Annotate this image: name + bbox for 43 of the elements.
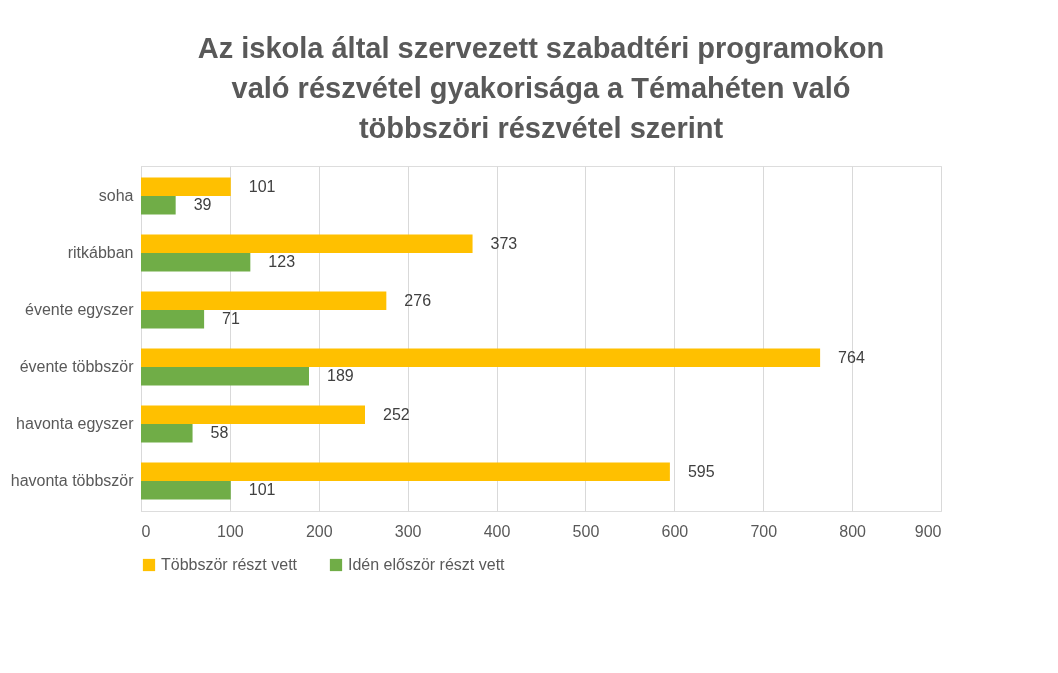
legend-label: Idén először részt vett <box>348 556 506 573</box>
legend-label: Többször részt vett <box>161 556 298 573</box>
data-label: 373 <box>490 234 518 252</box>
data-label: 189 <box>327 367 354 385</box>
x-tick-label: 200 <box>305 522 333 540</box>
x-tick-label: 800 <box>839 522 867 540</box>
data-label: 39 <box>193 196 212 214</box>
x-tick-label: 400 <box>483 522 511 540</box>
bar <box>141 367 309 386</box>
data-label: 595 <box>687 462 715 480</box>
bar <box>141 177 231 196</box>
bar <box>141 462 670 482</box>
y-tick-label: soha <box>98 186 134 204</box>
bar <box>141 481 231 500</box>
bar <box>141 348 821 368</box>
bar <box>141 309 205 329</box>
data-label: 101 <box>248 481 276 499</box>
x-tick-label: 600 <box>661 522 689 540</box>
x-tick-label: 900 <box>914 522 942 540</box>
data-label: 58 <box>210 424 229 442</box>
bar <box>141 252 251 272</box>
y-tick-label: ritkábban <box>67 243 134 261</box>
bar <box>141 195 176 215</box>
data-label: 101 <box>248 177 276 195</box>
bar <box>141 291 387 310</box>
bar <box>141 234 473 253</box>
y-tick-label: havonta egyszer <box>16 415 135 433</box>
y-tick-label: havonta többször <box>10 472 135 490</box>
x-tick-label: 100 <box>217 522 244 540</box>
data-label: 71 <box>222 310 241 328</box>
chart-title: Az iskola által szervezett szabadtéri programokon való részvétel gyakorisága a Témahéten való többszöri részvétel szerint <box>197 32 885 144</box>
data-label: 764 <box>838 348 865 366</box>
x-tick-label: 0 <box>141 522 151 540</box>
bar <box>141 405 365 425</box>
y-tick-label: évente egyszer <box>24 300 135 318</box>
x-tick-label: 300 <box>394 522 422 540</box>
x-tick-label: 700 <box>750 522 778 540</box>
bar <box>141 424 193 443</box>
y-tick-label: évente többször <box>19 358 135 376</box>
data-label: 123 <box>268 253 296 271</box>
data-label: 276 <box>404 291 432 309</box>
x-tick-label: 500 <box>572 522 600 540</box>
data-label: 252 <box>383 405 410 423</box>
